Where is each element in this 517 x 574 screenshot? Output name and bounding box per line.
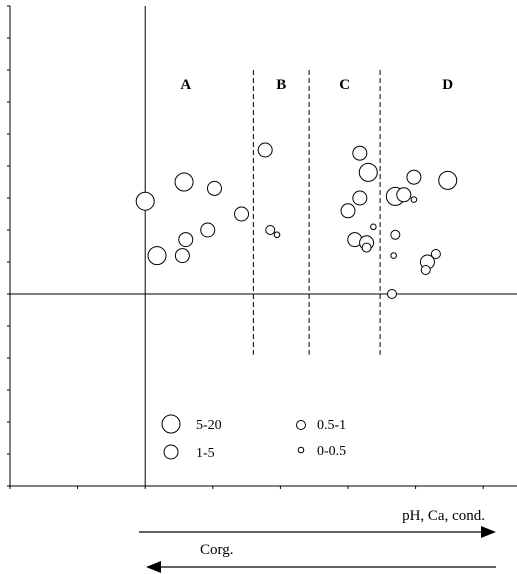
data-point (390, 229, 401, 240)
data-point (396, 187, 412, 203)
legend-label: 5-20 (196, 418, 222, 433)
arrow-label-right: pH, Ca, cond. (402, 508, 485, 524)
data-point (386, 289, 397, 299)
data-point (234, 206, 250, 222)
data-point (410, 196, 418, 203)
data-point (406, 169, 422, 185)
data-point (147, 246, 167, 266)
legend-label: 0-0.5 (317, 444, 346, 459)
data-point (352, 190, 368, 206)
arrowhead-left (146, 561, 161, 573)
legend-label: 0.5-1 (317, 418, 346, 433)
zone-boundaries (252, 70, 381, 355)
gradient-arrows: pH, Ca, cond. Corg. (139, 508, 496, 573)
data-point (178, 232, 194, 248)
data-point (206, 180, 222, 196)
data-point (135, 191, 155, 211)
data-point (273, 231, 281, 239)
data-points (135, 142, 458, 299)
zone-labels: A B C D (180, 77, 453, 93)
data-point (200, 222, 216, 238)
data-point (265, 225, 276, 235)
data-point (370, 223, 377, 231)
data-point (352, 145, 368, 161)
data-point (358, 162, 378, 182)
zone-label-d: D (442, 77, 453, 93)
legend-marker (296, 420, 306, 430)
data-point (361, 242, 372, 253)
legend-marker (161, 414, 181, 434)
data-point (340, 203, 356, 219)
data-point (430, 249, 441, 259)
zone-label-a: A (180, 77, 191, 93)
legend-marker (163, 444, 179, 460)
data-point (438, 170, 458, 190)
arrowhead-right (481, 526, 496, 538)
legend: 5-20 1-5 0.5-1 0-0.5 (161, 414, 346, 461)
axis-ticks (7, 5, 484, 489)
arrow-label-left: Corg. (200, 542, 233, 558)
legend-label: 1-5 (196, 446, 215, 461)
data-point (420, 265, 431, 275)
zone-label-b: B (276, 77, 286, 93)
data-point (174, 172, 194, 192)
legend-marker (297, 446, 305, 454)
plot-frame (9, 6, 517, 487)
data-point (390, 252, 397, 259)
data-point (174, 248, 190, 264)
zone-label-c: C (339, 77, 350, 93)
data-point (257, 142, 273, 158)
origin-axes (10, 6, 517, 486)
